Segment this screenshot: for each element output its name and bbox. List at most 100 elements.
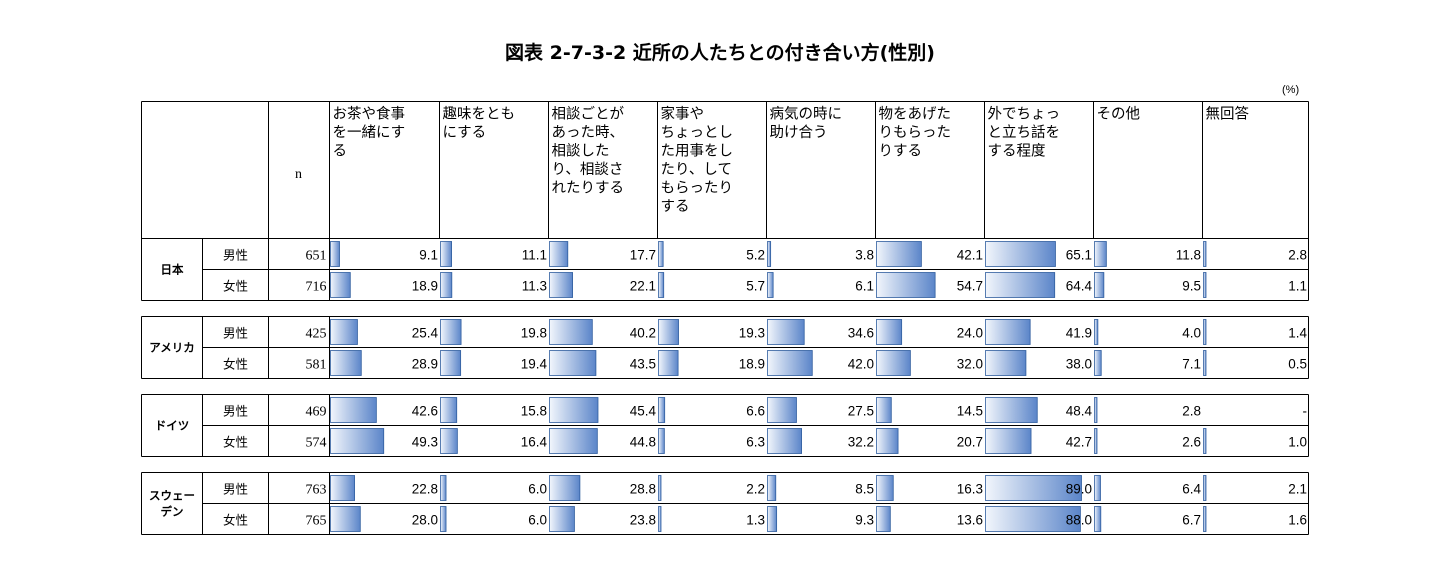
chart-title: 図表 2-7-3-2 近所の人たちとの付き合い方(性別) <box>505 42 935 64</box>
data-value-label: 4.0 <box>1182 326 1201 341</box>
data-bar <box>658 241 664 267</box>
column-header-7: と立ち話を <box>988 124 1061 141</box>
data-value-label: 54.7 <box>957 279 983 294</box>
data-value-label: 2.6 <box>1182 435 1201 450</box>
sex-label: 女性 <box>223 435 248 450</box>
data-bar <box>1203 428 1207 454</box>
data-bar <box>330 397 377 423</box>
data-bar <box>440 428 458 454</box>
column-header-4: た用事をし <box>661 143 734 160</box>
data-bar <box>876 506 891 532</box>
data-bar <box>1203 319 1207 345</box>
data-bar <box>1094 397 1098 423</box>
data-bar <box>658 397 666 423</box>
column-header-3: 相談ごとが <box>552 106 625 123</box>
column-header-1: を一緒にす <box>333 124 406 141</box>
data-value-label: 15.8 <box>521 404 547 419</box>
data-bar <box>1203 506 1207 532</box>
data-value-label: 49.3 <box>412 435 438 450</box>
data-bar <box>440 272 453 298</box>
data-value-label: 28.9 <box>412 357 438 372</box>
data-bar <box>440 506 447 532</box>
data-value-label: 6.7 <box>1182 513 1201 528</box>
data-value-label: 65.1 <box>1066 248 1092 263</box>
data-bar <box>440 241 452 267</box>
data-bar <box>1203 475 1207 501</box>
data-value-label: 9.1 <box>419 248 438 263</box>
data-value-label: 1.3 <box>746 513 765 528</box>
n-value: 574 <box>306 436 327 451</box>
data-bar <box>330 506 361 532</box>
column-header-5: 病気の時に <box>770 106 843 123</box>
data-value-label: 6.4 <box>1182 482 1201 497</box>
data-value-label: 16.4 <box>521 435 548 450</box>
data-value-label: 19.8 <box>521 326 547 341</box>
data-value-label: 28.8 <box>630 482 656 497</box>
data-value-label: 6.6 <box>746 404 765 419</box>
data-value-label: 18.9 <box>412 279 438 294</box>
data-bar <box>876 350 911 376</box>
column-header-1: お茶や食事 <box>333 106 406 123</box>
column-header-3: り、相談さ <box>552 161 624 178</box>
data-value-label: 22.1 <box>630 279 656 294</box>
data-bar <box>767 428 802 454</box>
data-bar <box>440 350 462 376</box>
n-value: 765 <box>306 514 327 529</box>
data-bar <box>549 506 575 532</box>
data-value-label: 24.0 <box>957 326 983 341</box>
data-value-label: 0.5 <box>1288 357 1307 372</box>
data-value-label: 23.8 <box>630 513 656 528</box>
data-bar <box>985 241 1056 267</box>
data-value-label: 42.0 <box>848 357 874 372</box>
data-bar <box>1203 350 1207 376</box>
data-bar <box>985 350 1027 376</box>
column-header-4: 家事や <box>661 106 705 123</box>
n-value: 716 <box>306 280 327 295</box>
data-value-label: 42.1 <box>957 248 983 263</box>
data-bar <box>767 272 774 298</box>
data-bar <box>330 475 355 501</box>
data-value-label: 3.8 <box>855 248 874 263</box>
sex-label: 女性 <box>223 513 248 528</box>
data-value-label: 13.6 <box>957 513 983 528</box>
data-bar <box>1094 272 1105 298</box>
column-header-4: もらったり <box>661 180 734 197</box>
data-bar <box>549 397 599 423</box>
data-bar <box>330 350 362 376</box>
data-bar <box>330 319 358 345</box>
data-value-label: 1.6 <box>1288 513 1307 528</box>
data-value-label: 11.8 <box>1176 248 1201 263</box>
column-header-6: 物をあげた <box>879 106 952 123</box>
data-bar <box>549 475 581 501</box>
column-header-5: 助け合う <box>770 124 828 141</box>
n-value: 469 <box>306 405 327 420</box>
data-bar <box>658 475 662 501</box>
data-value-label: 19.4 <box>521 357 548 372</box>
column-header-3: 相談した <box>552 143 610 160</box>
country-label: デン <box>161 505 184 519</box>
n-value: 651 <box>306 249 327 264</box>
data-bar <box>658 506 662 532</box>
data-bar <box>1094 350 1102 376</box>
n-header: n <box>295 167 302 182</box>
column-header-9: 無回答 <box>1206 106 1250 123</box>
data-bar <box>330 428 385 454</box>
data-value-label: 89.0 <box>1066 482 1092 497</box>
sex-label: 女性 <box>223 279 248 294</box>
column-header-2: にする <box>443 124 487 141</box>
data-value-label: 1.0 <box>1288 435 1307 450</box>
column-header-2: 趣味をとも <box>443 106 516 123</box>
data-bar <box>440 397 458 423</box>
data-bar <box>330 272 351 298</box>
sex-label: 男性 <box>223 326 248 341</box>
n-value: 581 <box>306 358 327 373</box>
data-bar <box>985 272 1056 298</box>
data-value-label: 18.9 <box>739 357 765 372</box>
n-value: 425 <box>306 327 327 342</box>
country-label: アメリカ <box>149 341 194 355</box>
data-value-label: 42.6 <box>412 404 438 419</box>
data-bar <box>876 241 922 267</box>
data-value-label: 32.0 <box>957 357 983 372</box>
data-value-label: 44.8 <box>630 435 656 450</box>
